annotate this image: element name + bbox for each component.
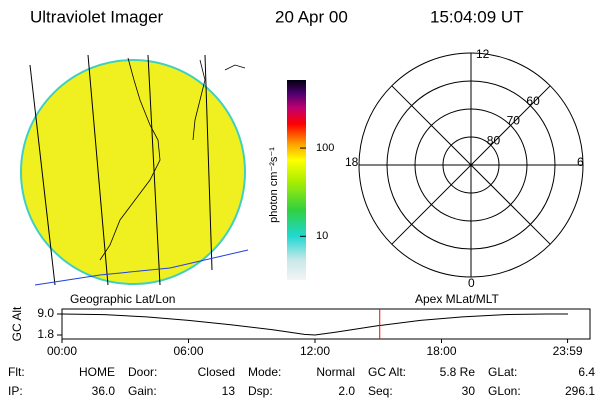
- plot-frame: [61, 308, 591, 340]
- status-value: Closed: [198, 365, 235, 379]
- altitude-line: [61, 313, 568, 336]
- status-value: 2.0: [338, 384, 355, 398]
- status-label: Dsp:: [248, 384, 273, 398]
- x-tick-label: 18:00: [426, 344, 456, 358]
- status-label: GLat:: [488, 365, 517, 379]
- mlt-label: 12: [476, 47, 490, 61]
- lat-ring-label: 70: [507, 114, 521, 128]
- status-value: 6.4: [578, 365, 595, 379]
- status-label: GC Alt:: [368, 365, 406, 379]
- x-tick-label: 00:00: [47, 344, 77, 358]
- panel-label: Geographic Lat/Lon: [70, 292, 175, 306]
- x-tick-label: 06:00: [173, 344, 203, 358]
- colorbar-label: photon cm⁻²s⁻¹: [268, 147, 280, 223]
- mlt-label: 0: [468, 276, 475, 290]
- time: 15:04:09 UT: [430, 7, 524, 26]
- mlt-label: 6: [577, 155, 584, 169]
- colorbar-tick-label: 10: [316, 230, 328, 242]
- status-label: IP:: [8, 384, 23, 398]
- y-axis-label: GC Alt: [10, 306, 24, 341]
- status-label: GLon:: [488, 384, 521, 398]
- y-tick-label: 9.0: [37, 306, 54, 320]
- status-value: 5.8 Re: [440, 365, 476, 379]
- x-tick-label: 12:00: [300, 344, 330, 358]
- panel-label: Apex MLat/MLT: [415, 292, 499, 306]
- status-label: Gain:: [128, 384, 157, 398]
- status-label: Mode:: [248, 365, 281, 379]
- mlt-label: 18: [345, 155, 359, 169]
- lat-ring: [442, 136, 500, 194]
- status-value: 36.0: [92, 384, 116, 398]
- lat-ring-label: 60: [526, 94, 540, 108]
- date: 20 Apr 00: [275, 7, 348, 26]
- colorbar: [287, 80, 306, 280]
- x-tick-label: 23:59: [553, 344, 583, 358]
- lat-ring-label: 80: [487, 133, 501, 147]
- status-value: 296.1: [565, 384, 595, 398]
- lat-ring: [386, 80, 556, 250]
- title: Ultraviolet Imager: [30, 7, 164, 26]
- status-value: HOME: [79, 365, 115, 379]
- uv-image: [20, 54, 249, 286]
- status-label: Door:: [128, 365, 157, 379]
- status-value: Normal: [316, 365, 355, 379]
- status-label: Flt:: [8, 365, 25, 379]
- colorbar-tick-label: 100: [316, 142, 334, 154]
- lat-ring: [414, 108, 528, 222]
- y-tick-label: 1.8: [37, 327, 54, 341]
- status-value: 13: [222, 384, 236, 398]
- polar-grid: [358, 52, 584, 278]
- status-label: Seq:: [368, 384, 393, 398]
- status-value: 30: [462, 384, 476, 398]
